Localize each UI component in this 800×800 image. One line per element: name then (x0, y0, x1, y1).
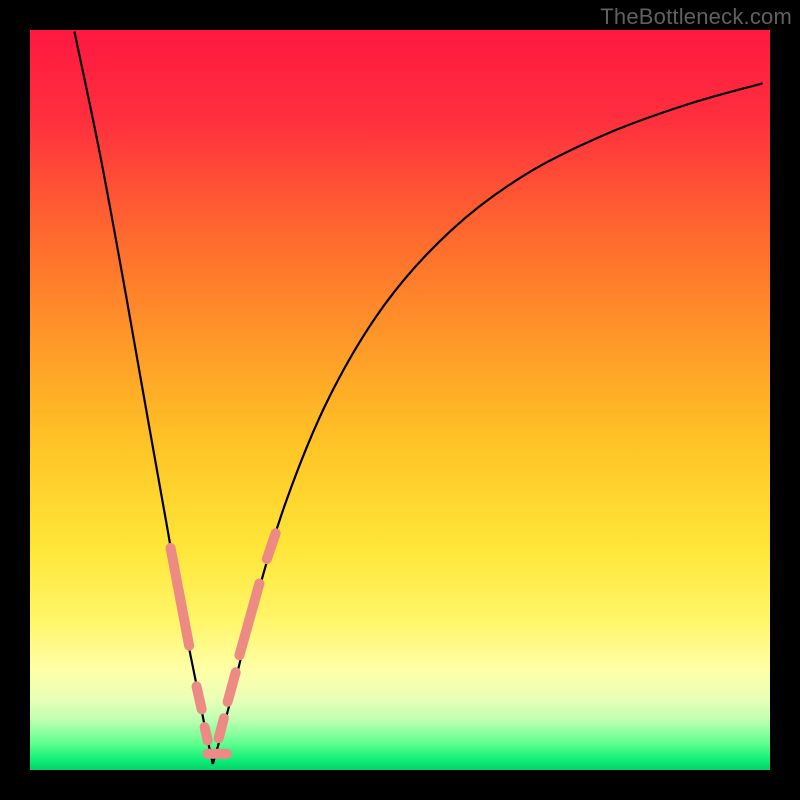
marker-segment (197, 686, 202, 709)
chart-canvas: TheBottleneck.com (0, 0, 800, 800)
marker-segment (219, 718, 224, 738)
marker-segment (267, 533, 276, 559)
marker-segment (228, 672, 236, 702)
plot-frame (28, 28, 772, 772)
plot-area (30, 30, 770, 770)
marker-segment (205, 727, 208, 740)
curve-right-branch (213, 83, 763, 764)
watermark-text: TheBottleneck.com (600, 4, 792, 30)
marker-segment (239, 584, 259, 656)
v-curve-svg (30, 30, 770, 770)
curve-left-branch (74, 31, 212, 764)
marker-segment (171, 548, 190, 646)
